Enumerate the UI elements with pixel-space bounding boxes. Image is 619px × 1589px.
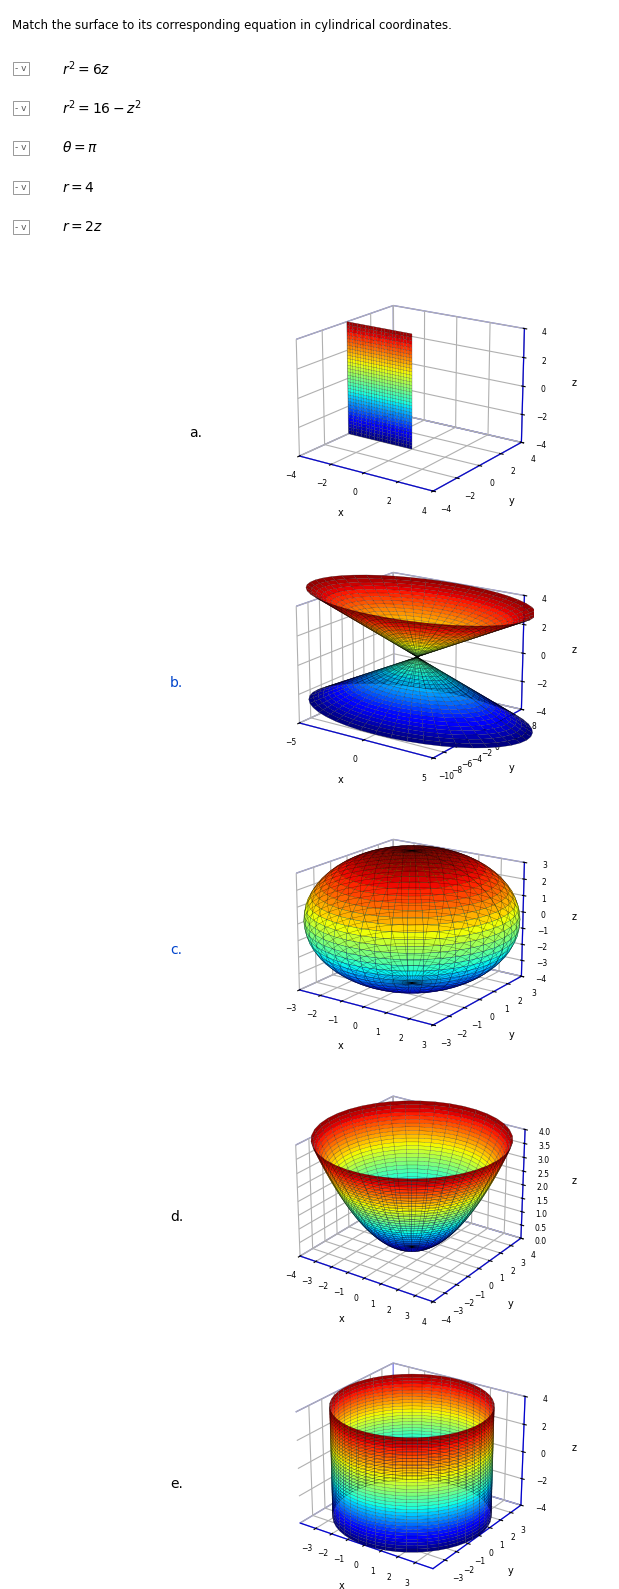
Text: $r = 4$: $r = 4$ [62, 181, 95, 194]
Text: - v: - v [15, 103, 27, 113]
Y-axis label: y: y [508, 1567, 514, 1576]
Text: e.: e. [170, 1476, 183, 1490]
X-axis label: x: x [337, 1041, 344, 1052]
Text: - v: - v [15, 64, 27, 73]
Y-axis label: y: y [509, 496, 514, 505]
X-axis label: x: x [339, 1314, 344, 1324]
X-axis label: x: x [337, 507, 344, 518]
Text: b.: b. [170, 675, 183, 690]
Y-axis label: y: y [508, 1300, 514, 1309]
Text: a.: a. [189, 426, 202, 440]
Text: Match the surface to its corresponding equation in cylindrical coordinates.: Match the surface to its corresponding e… [12, 19, 452, 32]
Text: $r^2 = 6z$: $r^2 = 6z$ [62, 59, 110, 78]
Text: - v: - v [15, 183, 27, 192]
Y-axis label: y: y [509, 1030, 514, 1039]
Text: $r = 2z$: $r = 2z$ [62, 221, 103, 234]
Text: $r^2 = 16 - z^2$: $r^2 = 16 - z^2$ [62, 99, 142, 118]
Text: d.: d. [170, 1209, 183, 1224]
Text: - v: - v [15, 143, 27, 153]
Y-axis label: y: y [509, 763, 514, 772]
Text: $\theta = \pi$: $\theta = \pi$ [62, 140, 98, 156]
X-axis label: x: x [337, 774, 344, 785]
Text: c.: c. [170, 942, 182, 957]
Text: - v: - v [15, 222, 27, 232]
X-axis label: x: x [339, 1581, 344, 1589]
